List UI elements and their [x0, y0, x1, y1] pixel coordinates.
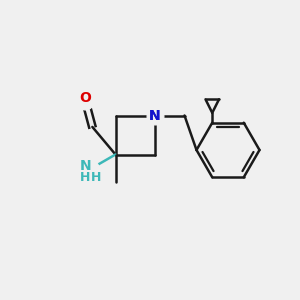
- Text: N: N: [80, 159, 91, 172]
- Text: H: H: [91, 171, 101, 184]
- Text: O: O: [80, 91, 91, 105]
- Text: N: N: [149, 109, 160, 122]
- Text: N: N: [149, 109, 160, 122]
- Text: H: H: [80, 171, 91, 184]
